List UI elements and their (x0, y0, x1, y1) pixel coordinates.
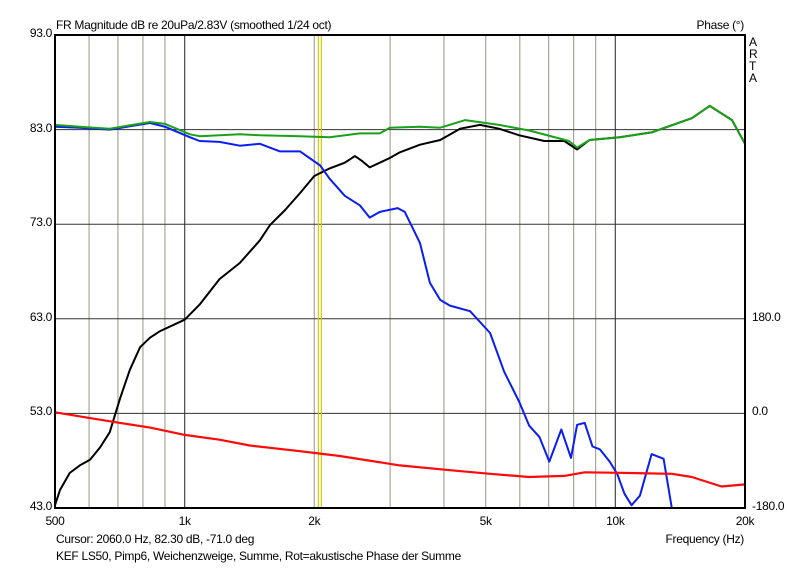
y2-tick-label: 0.0 (752, 404, 768, 419)
series-line-3 (55, 411, 745, 488)
x-tick-label: 500 (45, 514, 65, 528)
plot-frame (54, 34, 746, 509)
y-tick-label: 83.0 (29, 120, 52, 135)
x-tick-label: 1k (178, 514, 191, 528)
y-tick-label: 43.0 (29, 499, 52, 513)
y2-tick-label: -180.0 (752, 499, 785, 513)
y-tick-label: 73.0 (29, 215, 52, 230)
caption: KEF LS50, Pimp6, Weichenzweige, Summe, R… (56, 549, 461, 563)
chart-title: FR Magnitude dB re 20uPa/2.83V (smoothed… (56, 18, 332, 32)
x-tick-label: 5k (479, 514, 492, 528)
series-line-0 (55, 104, 745, 149)
y-tick-label: 53.0 (29, 404, 52, 419)
series-line-1 (55, 122, 673, 508)
cursor-readout: Cursor: 2060.0 Hz, 82.30 dB, -71.0 deg (56, 532, 255, 546)
y-tick-label: 63.0 (29, 309, 52, 324)
x-tick-label: 20k (735, 514, 755, 528)
x-axis-label: Frequency (Hz) (665, 532, 745, 546)
x-tick-label: 2k (308, 514, 321, 528)
series-line-2 (55, 104, 745, 506)
right-axis-title: Phase (°) (696, 18, 745, 32)
arta-logo: ARTA (749, 35, 758, 85)
curves (55, 104, 745, 508)
cursor-line (317, 35, 322, 508)
grid (55, 35, 745, 508)
y2-tick-label: 180.0 (752, 309, 781, 324)
x-tick-label: 10k (606, 514, 625, 528)
y-tick-label: 93.0 (29, 26, 52, 40)
